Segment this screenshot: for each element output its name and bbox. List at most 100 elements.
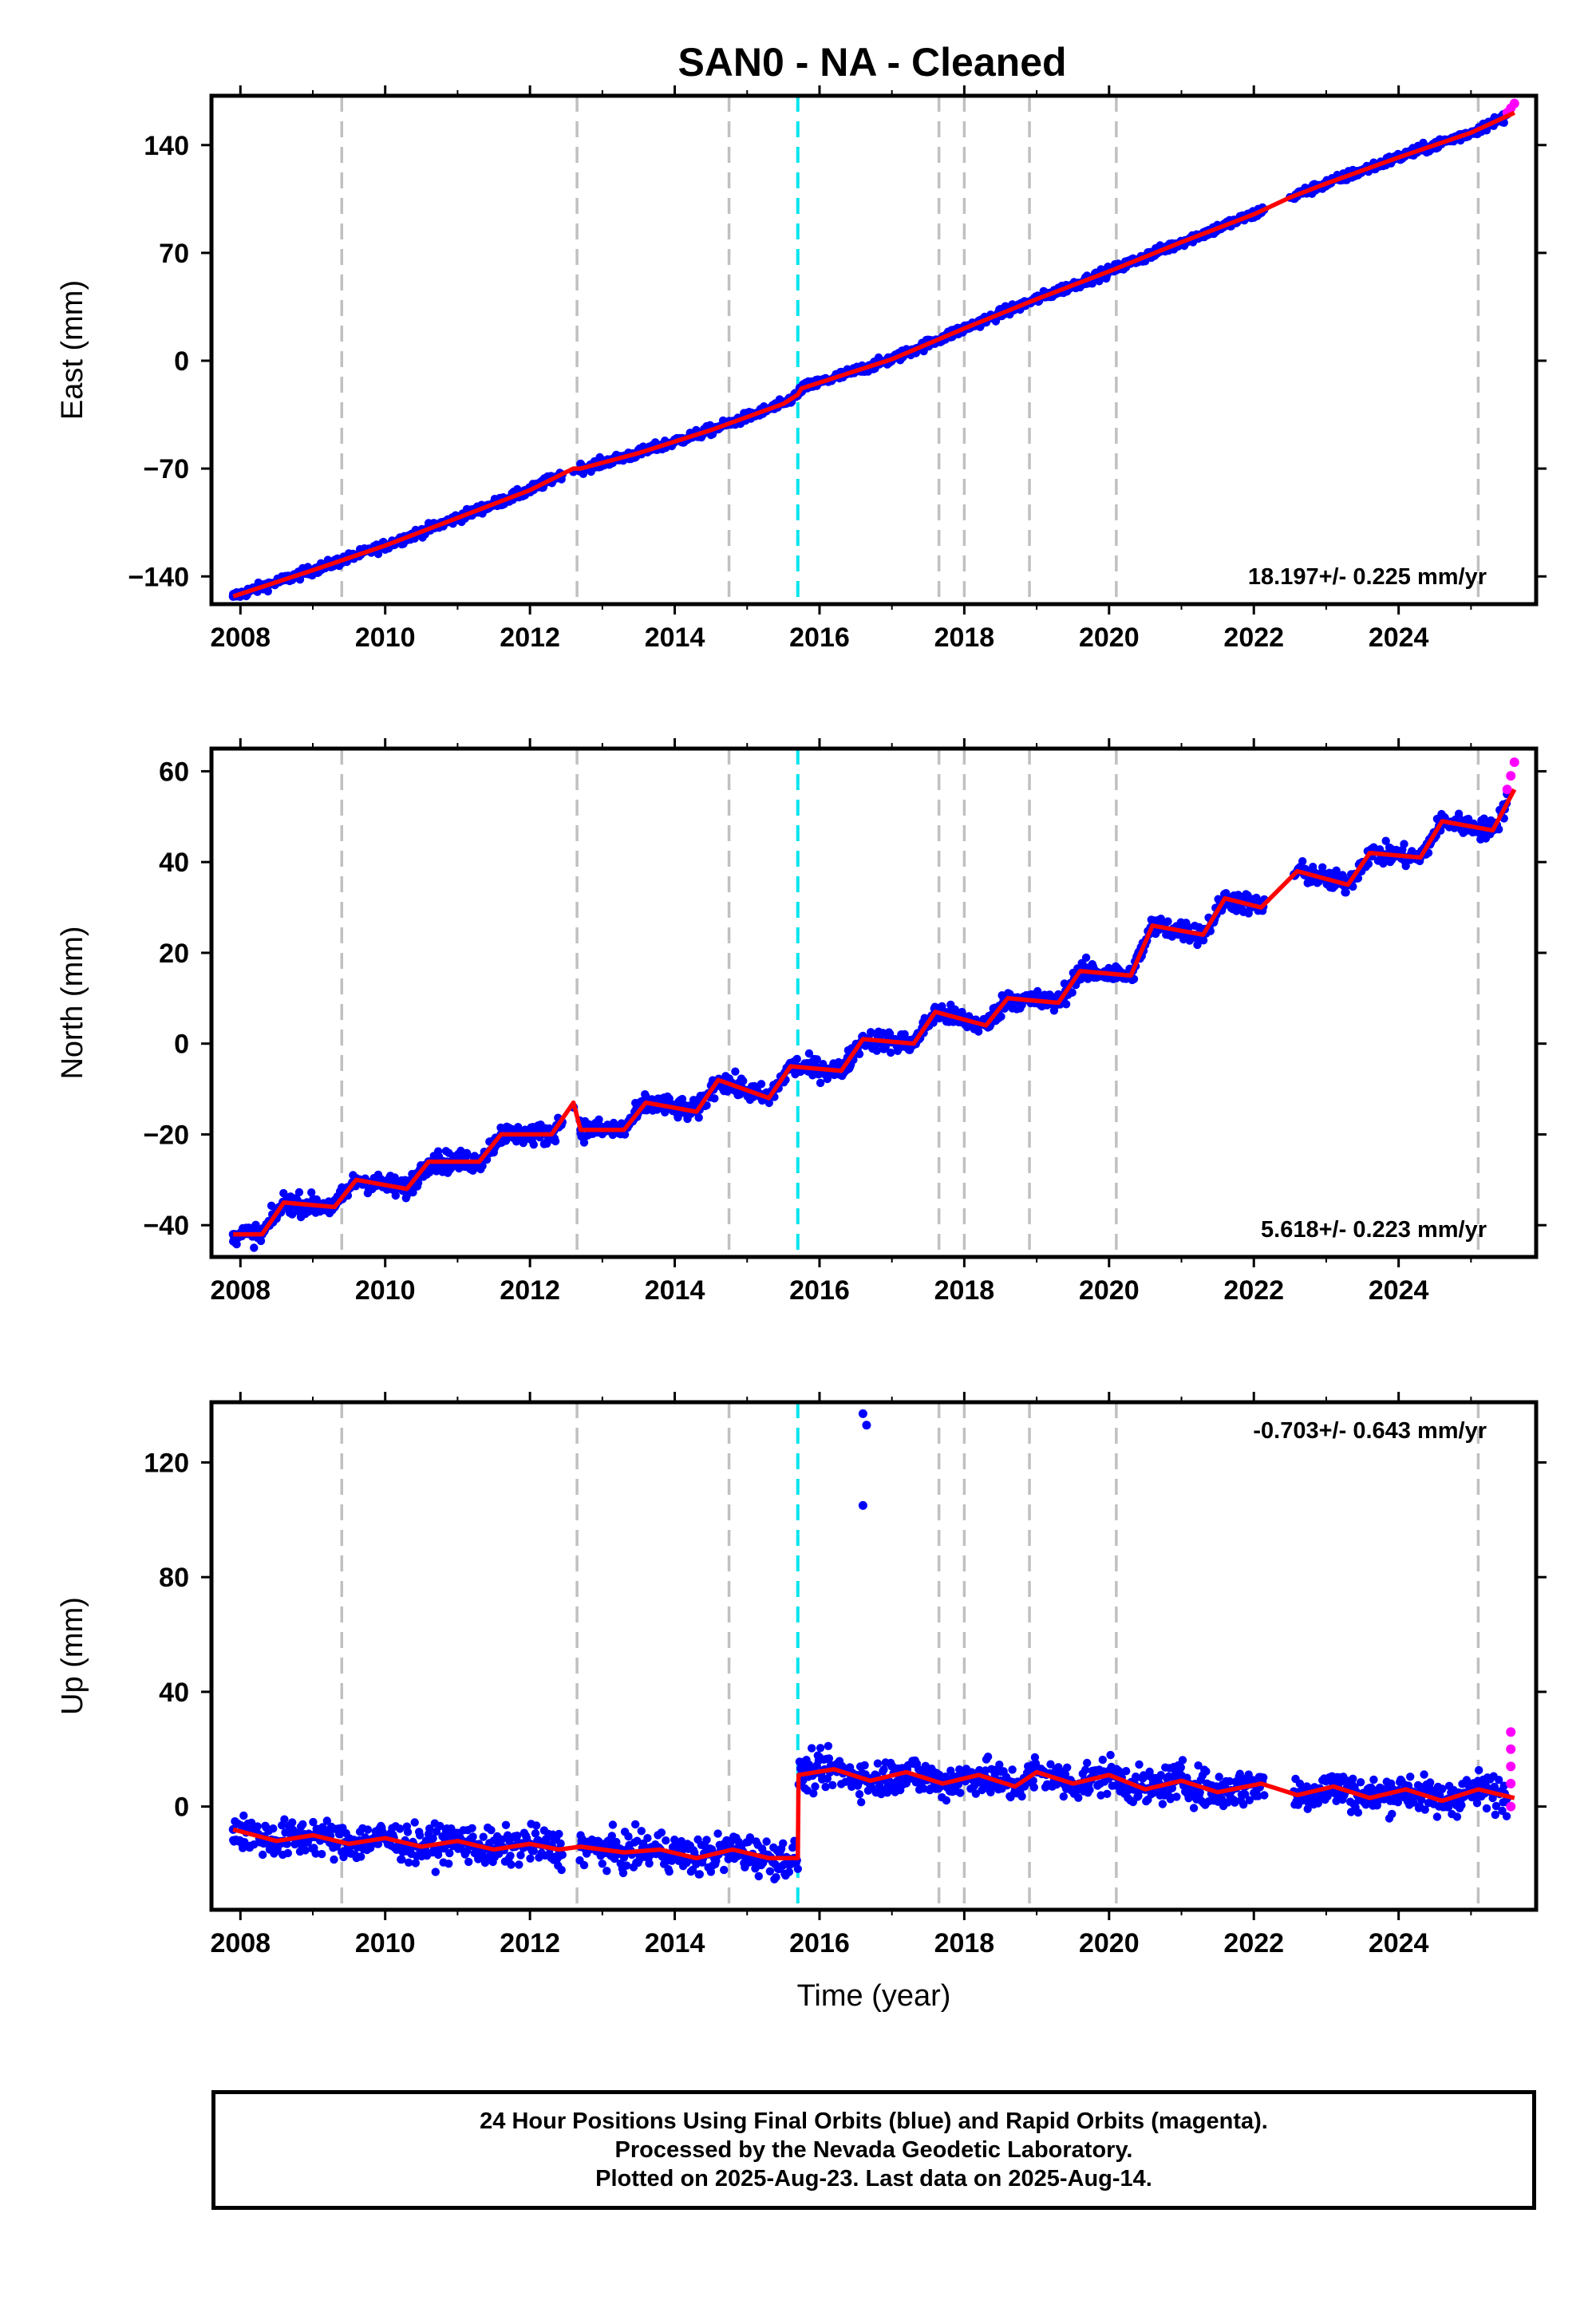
final-point xyxy=(784,1867,794,1876)
final-point xyxy=(468,1832,477,1841)
final-point xyxy=(757,1080,766,1089)
final-point xyxy=(1077,974,1085,984)
final-point xyxy=(631,1820,640,1829)
final-point xyxy=(1122,1767,1131,1776)
final-point xyxy=(1061,1000,1071,1009)
final-point xyxy=(1400,840,1408,848)
final-point xyxy=(1479,814,1488,823)
final-point xyxy=(1134,1792,1143,1800)
y-tick-label-80: 80 xyxy=(159,1563,189,1593)
final-point xyxy=(501,1820,511,1829)
final-point xyxy=(812,1055,821,1064)
final-point xyxy=(445,1848,454,1858)
final-point xyxy=(974,1027,983,1036)
final-point xyxy=(479,1832,488,1841)
final-point xyxy=(501,1136,511,1145)
final-point xyxy=(529,1140,538,1149)
final-point xyxy=(997,1012,1005,1022)
final-point xyxy=(390,1173,399,1182)
final-point xyxy=(860,1761,869,1770)
final-point xyxy=(515,1860,523,1869)
final-point xyxy=(1260,1791,1269,1800)
final-point xyxy=(986,1788,995,1796)
plot-frame xyxy=(209,93,1539,607)
final-point xyxy=(872,1046,882,1055)
plot-area xyxy=(228,749,1519,1257)
final-point xyxy=(1029,1783,1039,1792)
final-point xyxy=(250,1243,259,1252)
final-point xyxy=(971,1789,981,1798)
y-tick-label-70: −70 xyxy=(143,454,189,484)
x-tick-label-2008: 2008 xyxy=(210,1928,271,1958)
plot-frame xyxy=(209,746,1539,1259)
x-tick-label-2010: 2010 xyxy=(355,1275,416,1306)
final-point xyxy=(1083,1758,1092,1768)
rapid-point xyxy=(1509,757,1519,768)
rapid-orbit-points xyxy=(1506,1727,1516,1812)
final-point xyxy=(595,1115,603,1124)
final-point xyxy=(1491,1801,1501,1811)
final-orbit-points xyxy=(228,789,1512,1252)
final-point xyxy=(695,1870,704,1879)
final-orbit-points xyxy=(228,1409,1512,1883)
final-point xyxy=(1217,1794,1227,1804)
final-point xyxy=(637,1827,646,1836)
final-point xyxy=(808,1744,816,1753)
x-tick-label-2020: 2020 xyxy=(1079,622,1140,653)
final-point xyxy=(1432,1812,1442,1821)
rapid-point xyxy=(1506,1801,1516,1812)
final-point xyxy=(1106,1750,1115,1760)
up-panel: 2008 2010 2012 2014 2016 2018 2020 2022 2024 120 8… xyxy=(56,1392,1547,2013)
y-tick-label-0: 0 xyxy=(174,346,189,377)
final-point xyxy=(239,1811,248,1820)
final-point xyxy=(339,1852,348,1862)
final-point xyxy=(557,1865,566,1875)
final-point xyxy=(821,1782,830,1792)
final-point xyxy=(855,1049,864,1059)
y-tick-label-70: 70 xyxy=(159,239,189,269)
final-point xyxy=(463,1151,472,1160)
x-tick-label-2016: 2016 xyxy=(789,1275,850,1306)
final-point xyxy=(487,1826,496,1835)
rapid-point xyxy=(1506,1744,1516,1754)
final-point xyxy=(1030,1753,1040,1762)
final-point xyxy=(1502,1812,1511,1820)
final-point xyxy=(232,1239,241,1249)
final-point xyxy=(1475,1765,1483,1775)
x-tick-label-2024: 2024 xyxy=(1369,1275,1429,1306)
final-point xyxy=(373,1840,383,1848)
final-point xyxy=(1495,1776,1503,1784)
final-point xyxy=(1080,1765,1090,1774)
final-point xyxy=(1295,1779,1305,1788)
x-tick-label-2014: 2014 xyxy=(645,1928,705,1958)
final-point xyxy=(713,1829,722,1838)
final-point xyxy=(555,1829,563,1839)
y-tick-label-40: 40 xyxy=(159,848,189,878)
final-point xyxy=(608,1820,618,1829)
final-point xyxy=(1156,915,1166,923)
final-point xyxy=(283,1848,292,1858)
final-point xyxy=(765,1867,775,1875)
final-point xyxy=(1215,1773,1223,1781)
y-tick-label-140: −140 xyxy=(128,562,189,592)
x-tick-label-2010: 2010 xyxy=(355,1928,416,1958)
model-line xyxy=(233,788,1517,1237)
final-point xyxy=(1417,1796,1426,1804)
final-point xyxy=(513,1832,522,1840)
y-axis-label: East (mm) xyxy=(56,280,89,420)
final-point xyxy=(824,1754,834,1763)
final-orbit-points xyxy=(228,109,1512,601)
final-point xyxy=(363,1825,373,1834)
final-point xyxy=(410,1818,419,1827)
final-point xyxy=(468,1824,476,1832)
footer-caption-box: 24 Hour Positions Using Final Orbits (bl… xyxy=(211,2090,1536,2210)
final-point xyxy=(429,1834,437,1843)
final-point xyxy=(1353,1808,1363,1817)
x-tick-label-2012: 2012 xyxy=(500,1275,560,1306)
final-point xyxy=(1195,1788,1204,1797)
final-point xyxy=(1189,1804,1199,1812)
final-point xyxy=(1426,1778,1435,1787)
model-line xyxy=(232,110,1515,599)
final-point xyxy=(403,1828,413,1836)
